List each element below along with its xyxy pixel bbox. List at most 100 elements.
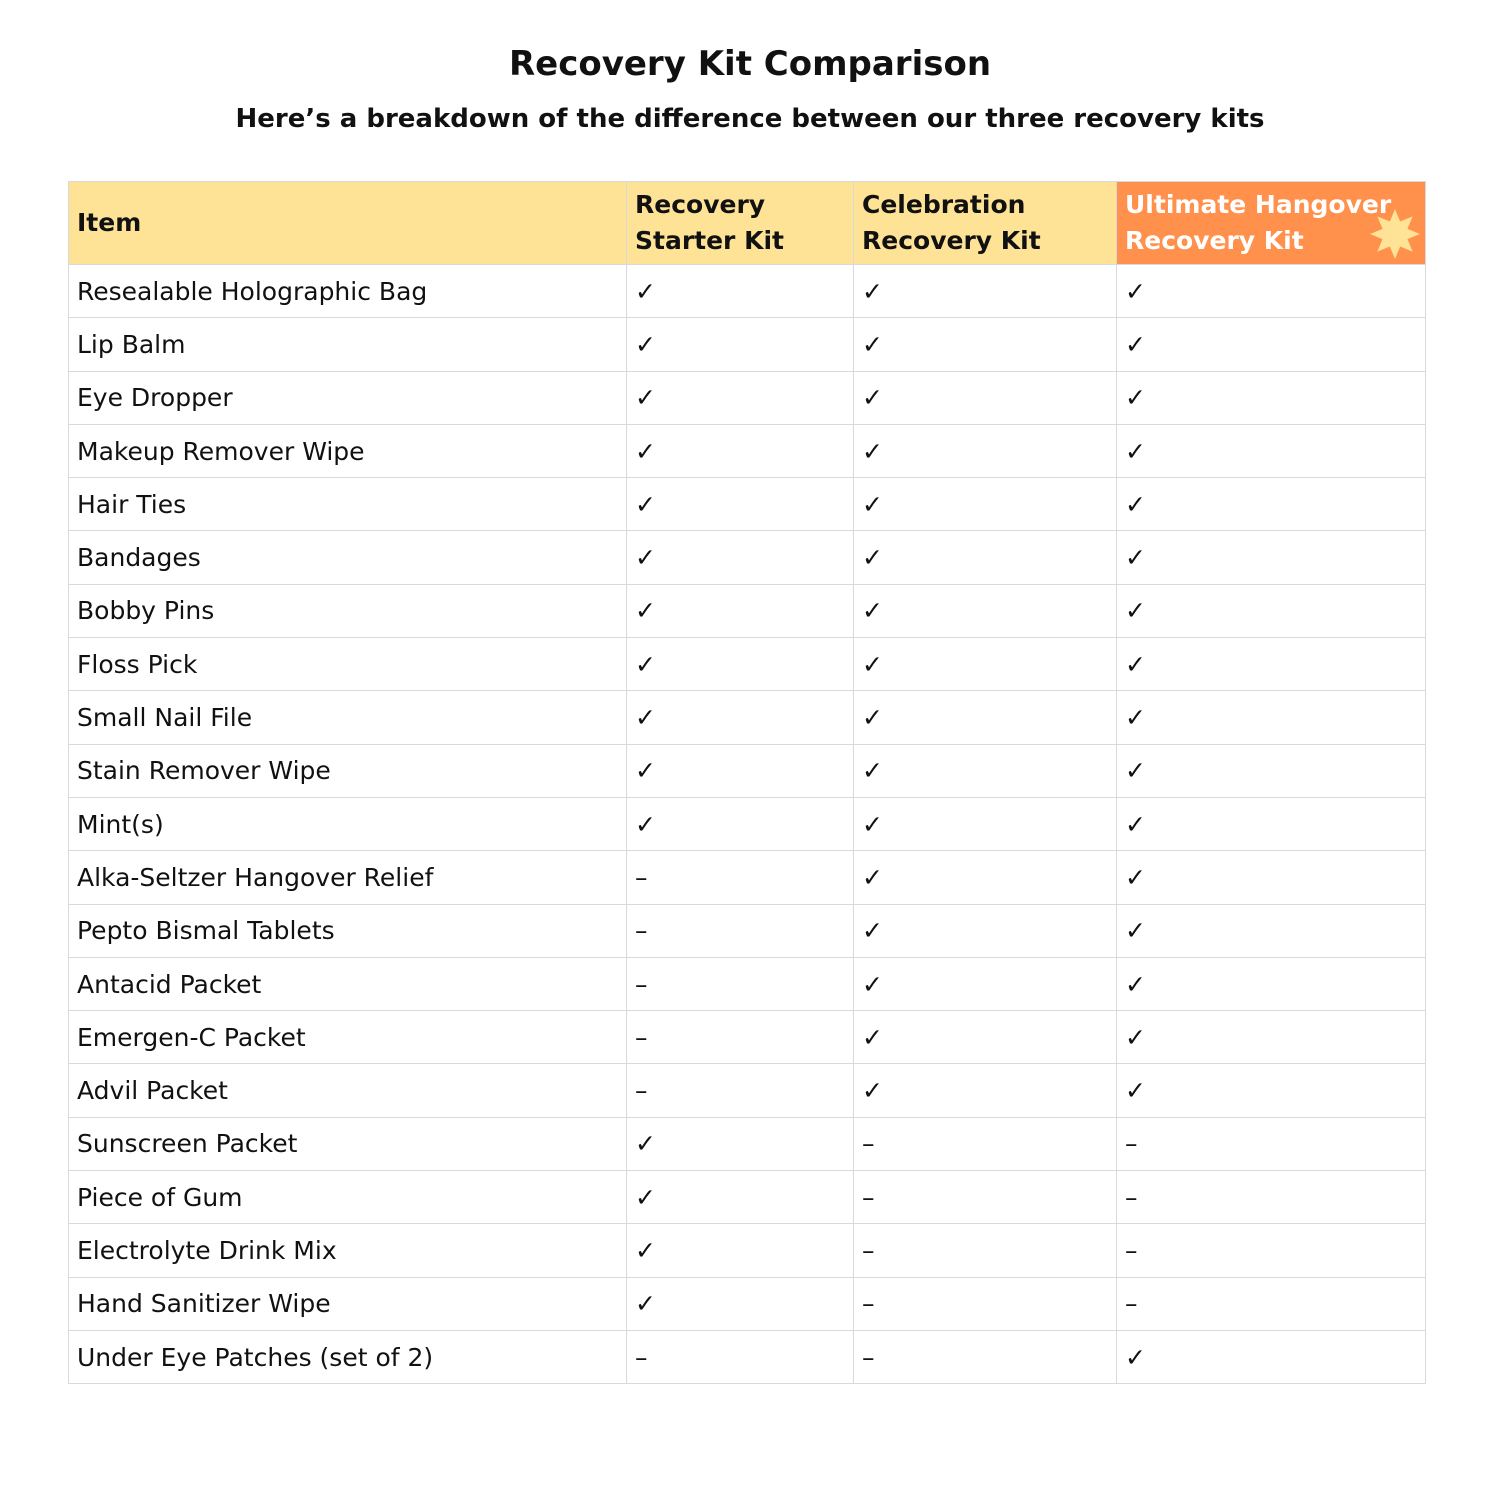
item-name-cell: Pepto Bismal Tablets: [68, 903, 627, 958]
item-name-cell: Antacid Packet: [68, 956, 627, 1012]
item-name-cell: Under Eye Patches (set of 2): [68, 1329, 627, 1385]
item-name-cell: Advil Packet: [68, 1063, 627, 1118]
item-name-cell: Lip Balm: [68, 317, 627, 372]
table-row: Pepto Bismal Tablets – ✓ ✓: [68, 903, 1426, 958]
cell-ultimate: ✓: [1116, 1329, 1426, 1385]
table-row: Sunscreen Packet ✓ – –: [68, 1116, 1426, 1172]
table-row: Lip Balm ✓ ✓ ✓: [68, 317, 1426, 372]
item-name-cell: Bandages: [68, 530, 627, 585]
cell-ultimate: ✓: [1116, 903, 1426, 958]
column-header-ultimate-label: Ultimate Hangover Recovery Kit: [1125, 190, 1392, 255]
column-header-item: Item: [68, 181, 627, 265]
cell-ultimate: ✓: [1116, 1010, 1426, 1065]
item-name-cell: Electrolyte Drink Mix: [68, 1223, 627, 1278]
item-name-cell: Makeup Remover Wipe: [68, 423, 627, 479]
star-icon: [1370, 209, 1420, 259]
cell-celebration: ✓: [853, 370, 1117, 425]
cell-starter: –: [626, 850, 854, 905]
cell-celebration: ✓: [853, 1010, 1117, 1065]
table-row: Under Eye Patches (set of 2) – – ✓: [68, 1329, 1426, 1385]
cell-starter: ✓: [626, 743, 854, 798]
table-row: Bobby Pins ✓ ✓ ✓: [68, 583, 1426, 639]
item-name-cell: Small Nail File: [68, 690, 627, 745]
cell-ultimate: ✓: [1116, 956, 1426, 1012]
cell-celebration: ✓: [853, 637, 1117, 692]
item-name-cell: Eye Dropper: [68, 370, 627, 425]
cell-starter: ✓: [626, 370, 854, 425]
cell-starter: ✓: [626, 423, 854, 479]
cell-ultimate: –: [1116, 1276, 1426, 1331]
item-name-cell: Bobby Pins: [68, 583, 627, 639]
cell-celebration: –: [853, 1276, 1117, 1331]
cell-celebration: ✓: [853, 850, 1117, 905]
cell-celebration: –: [853, 1223, 1117, 1278]
table-row: Stain Remover Wipe ✓ ✓ ✓: [68, 743, 1426, 798]
table-row: Hair Ties ✓ ✓ ✓: [68, 477, 1426, 532]
cell-celebration: –: [853, 1116, 1117, 1172]
table-row: Piece of Gum ✓ – –: [68, 1170, 1426, 1225]
cell-starter: –: [626, 1329, 854, 1385]
cell-starter: ✓: [626, 477, 854, 532]
column-header-ultimate: Ultimate Hangover Recovery Kit: [1116, 181, 1426, 265]
cell-starter: ✓: [626, 1170, 854, 1225]
item-name-cell: Emergen-C Packet: [68, 1010, 627, 1065]
page-title: Recovery Kit Comparison: [508, 44, 992, 84]
item-name-cell: Sunscreen Packet: [68, 1116, 627, 1172]
cell-celebration: ✓: [853, 477, 1117, 532]
table-row: Small Nail File ✓ ✓ ✓: [68, 690, 1426, 745]
table-row: Resealable Holographic Bag ✓ ✓ ✓: [68, 263, 1426, 319]
table-row: Makeup Remover Wipe ✓ ✓ ✓: [68, 423, 1426, 479]
cell-celebration: –: [853, 1170, 1117, 1225]
cell-ultimate: ✓: [1116, 690, 1426, 745]
header-row: Item Recovery Starter Kit Celebration Re…: [68, 181, 1426, 265]
cell-celebration: ✓: [853, 263, 1117, 319]
cell-ultimate: –: [1116, 1223, 1426, 1278]
comparison-table: Item Recovery Starter Kit Celebration Re…: [68, 181, 1426, 1385]
cell-starter: ✓: [626, 1223, 854, 1278]
cell-ultimate: ✓: [1116, 583, 1426, 639]
cell-celebration: ✓: [853, 903, 1117, 958]
cell-ultimate: ✓: [1116, 1063, 1426, 1118]
cell-starter: –: [626, 1010, 854, 1065]
cell-starter: –: [626, 903, 854, 958]
table-row: Mint(s) ✓ ✓ ✓: [68, 796, 1426, 852]
item-name-cell: Piece of Gum: [68, 1170, 627, 1225]
cell-celebration: ✓: [853, 956, 1117, 1012]
cell-ultimate: ✓: [1116, 477, 1426, 532]
cell-ultimate: ✓: [1116, 370, 1426, 425]
cell-starter: –: [626, 1063, 854, 1118]
cell-starter: ✓: [626, 637, 854, 692]
page-subtitle: Here’s a breakdown of the difference bet…: [235, 104, 1265, 134]
table-row: Hand Sanitizer Wipe ✓ – –: [68, 1276, 1426, 1331]
cell-celebration: ✓: [853, 743, 1117, 798]
cell-ultimate: ✓: [1116, 743, 1426, 798]
cell-celebration: ✓: [853, 423, 1117, 479]
cell-ultimate: ✓: [1116, 423, 1426, 479]
cell-starter: –: [626, 956, 854, 1012]
cell-starter: ✓: [626, 583, 854, 639]
cell-starter: ✓: [626, 796, 854, 852]
cell-celebration: ✓: [853, 317, 1117, 372]
table-row: Bandages ✓ ✓ ✓: [68, 530, 1426, 585]
cell-starter: ✓: [626, 530, 854, 585]
cell-celebration: ✓: [853, 1063, 1117, 1118]
cell-ultimate: –: [1116, 1170, 1426, 1225]
item-name-cell: Floss Pick: [68, 637, 627, 692]
cell-starter: ✓: [626, 690, 854, 745]
cell-celebration: ✓: [853, 690, 1117, 745]
cell-ultimate: ✓: [1116, 850, 1426, 905]
table-row: Antacid Packet – ✓ ✓: [68, 956, 1426, 1012]
cell-ultimate: –: [1116, 1116, 1426, 1172]
cell-starter: ✓: [626, 1276, 854, 1331]
column-header-starter: Recovery Starter Kit: [626, 181, 854, 265]
item-name-cell: Alka-Seltzer Hangover Relief: [68, 850, 627, 905]
item-name-cell: Resealable Holographic Bag: [68, 263, 627, 319]
table-row: Emergen-C Packet – ✓ ✓: [68, 1010, 1426, 1065]
column-header-celebration: Celebration Recovery Kit: [853, 181, 1117, 265]
cell-celebration: ✓: [853, 530, 1117, 585]
cell-ultimate: ✓: [1116, 263, 1426, 319]
cell-ultimate: ✓: [1116, 637, 1426, 692]
cell-starter: ✓: [626, 263, 854, 319]
table-row: Floss Pick ✓ ✓ ✓: [68, 637, 1426, 692]
table-row: Advil Packet – ✓ ✓: [68, 1063, 1426, 1118]
